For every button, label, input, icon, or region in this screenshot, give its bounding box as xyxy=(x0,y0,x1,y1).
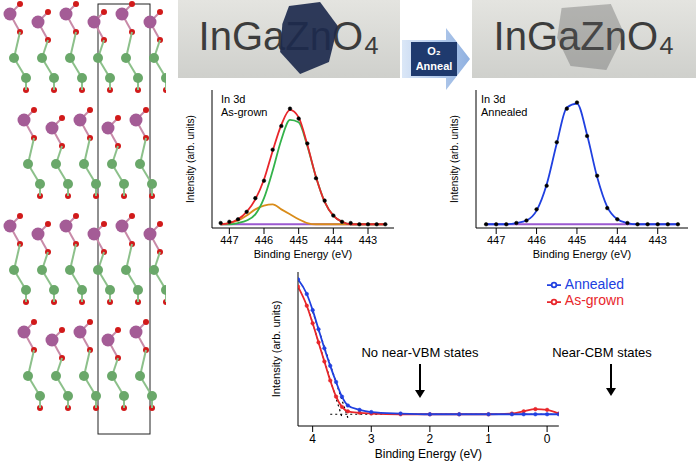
html-text:Anneal: Anneal xyxy=(415,60,453,72)
html-text:Annealed: Annealed xyxy=(481,106,528,118)
svg-text:444: 444 xyxy=(608,234,626,246)
html-text:As-grown: As-grown xyxy=(221,106,268,118)
svg-text:1: 1 xyxy=(485,432,492,446)
svg-text:0: 0 xyxy=(544,432,551,446)
svg-text:Intensity (arb. units): Intensity (arb. units) xyxy=(270,301,282,398)
html-text:Annealed: Annealed xyxy=(564,276,624,292)
svg-text:446: 446 xyxy=(255,234,273,246)
html-text:In 3d: In 3d xyxy=(221,93,246,105)
html-text:InGaZnO₄: InGaZnO₄ xyxy=(493,14,675,58)
html-text:No near-VBM states: No near-VBM states xyxy=(361,345,479,360)
svg-text:Binding Energy (eV): Binding Energy (eV) xyxy=(254,248,352,260)
svg-text:446: 446 xyxy=(527,234,545,246)
svg-text:445: 445 xyxy=(289,234,307,246)
svg-text:445: 445 xyxy=(568,234,586,246)
svg-text:Binding Energy (eV): Binding Energy (eV) xyxy=(375,447,482,461)
svg-text:443: 443 xyxy=(359,234,377,246)
html-text:Near-CBM states: Near-CBM states xyxy=(552,345,652,360)
html-text:As-grown: As-grown xyxy=(564,292,624,309)
svg-text:3: 3 xyxy=(368,432,375,446)
svg-text:2: 2 xyxy=(427,432,434,446)
svg-text:447: 447 xyxy=(220,234,238,246)
svg-text:Intensity (arb. units): Intensity (arb. units) xyxy=(449,115,460,203)
svg-text:443: 443 xyxy=(649,234,667,246)
svg-text:Binding Energy (eV): Binding Energy (eV) xyxy=(533,248,631,260)
html-text:In 3d: In 3d xyxy=(481,93,506,105)
svg-text:Intensity (arb. units): Intensity (arb. units) xyxy=(185,115,196,203)
html-text:O₂: O₂ xyxy=(427,45,441,57)
svg-text:444: 444 xyxy=(324,234,342,246)
svg-text:4: 4 xyxy=(309,432,316,446)
svg-text:447: 447 xyxy=(487,234,505,246)
html-text:InGaZnO₄: InGaZnO₄ xyxy=(198,14,380,58)
